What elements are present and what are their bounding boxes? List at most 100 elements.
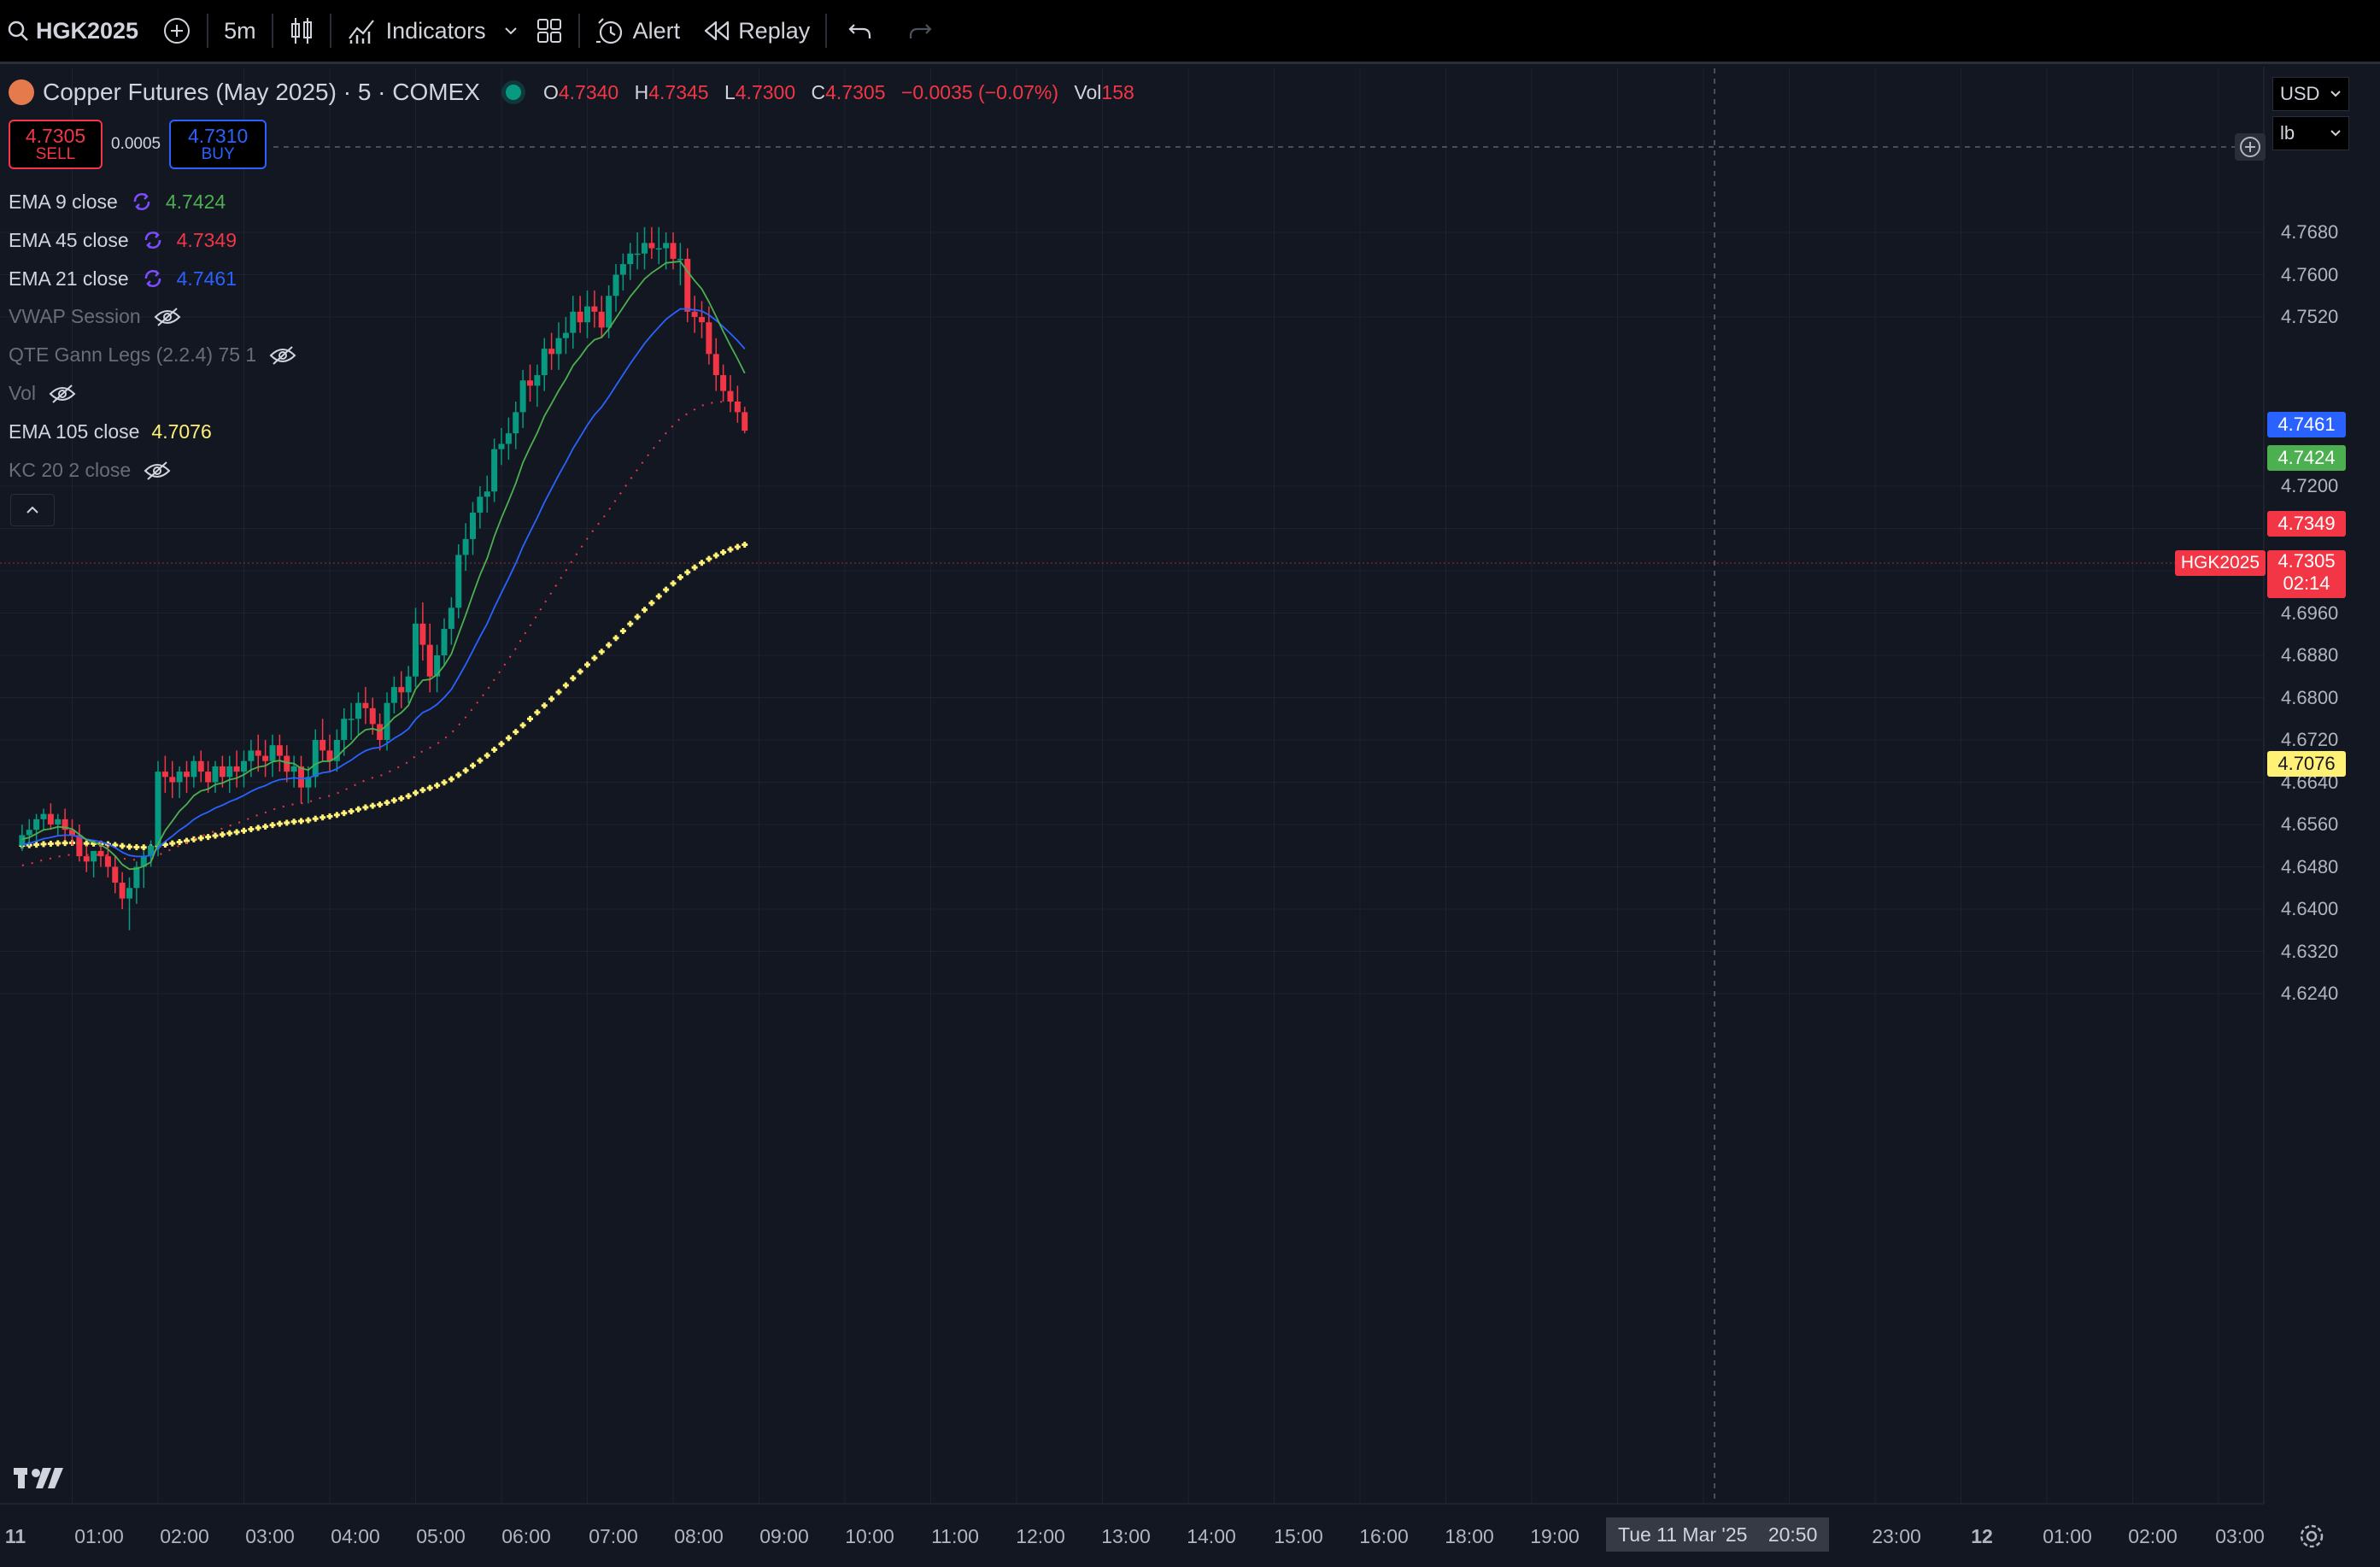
ema105-point bbox=[140, 844, 147, 851]
alert-button[interactable]: Alert bbox=[583, 0, 693, 62]
candle bbox=[727, 375, 734, 413]
indicator-name: Vol bbox=[9, 382, 36, 404]
time-tick-label: 01:00 bbox=[2043, 1525, 2092, 1547]
ema9-price-tag: 4.7424 bbox=[2267, 445, 2346, 471]
candle bbox=[40, 808, 47, 830]
replay-button[interactable]: Replay bbox=[692, 0, 822, 62]
add-circle-icon bbox=[2240, 137, 2260, 157]
indicators-button[interactable]: Indicators bbox=[335, 0, 498, 62]
ema105-point bbox=[219, 831, 226, 838]
sell-button[interactable]: 4.7305 SELL bbox=[9, 120, 103, 169]
ema105-point bbox=[226, 830, 233, 836]
ema105-point bbox=[670, 580, 677, 587]
currency-select[interactable]: USD bbox=[2272, 77, 2349, 111]
sync-icon[interactable] bbox=[141, 228, 165, 252]
candle bbox=[348, 702, 355, 740]
ema21-line bbox=[21, 308, 746, 858]
indicator-row[interactable]: KC 20 2 close bbox=[9, 459, 172, 482]
candle bbox=[591, 291, 598, 328]
collapse-legend-button[interactable] bbox=[10, 494, 55, 526]
candle bbox=[333, 729, 340, 772]
market-status-icon bbox=[505, 85, 521, 100]
candle bbox=[119, 872, 126, 909]
candle bbox=[570, 296, 577, 349]
undo-button[interactable] bbox=[830, 0, 890, 62]
sync-icon[interactable] bbox=[130, 190, 154, 214]
candle bbox=[742, 407, 748, 434]
time-tick-label: 04:00 bbox=[331, 1525, 380, 1547]
ema105-point bbox=[642, 607, 648, 613]
ema105-point bbox=[362, 804, 369, 811]
candle bbox=[655, 226, 662, 265]
candle bbox=[470, 502, 476, 555]
indicator-row[interactable]: EMA 21 close 4.7461 bbox=[9, 267, 237, 291]
indicator-templates-dropdown[interactable] bbox=[498, 0, 524, 62]
ema105-point bbox=[212, 832, 219, 839]
candle bbox=[233, 750, 240, 788]
ema9-path bbox=[21, 261, 746, 871]
candle bbox=[513, 402, 519, 449]
volume-key: Vol bbox=[1074, 80, 1102, 103]
indicator-row[interactable]: QTE Gann Legs (2.2.4) 75 1 bbox=[9, 343, 297, 367]
ema105-point bbox=[133, 844, 140, 851]
ema105-point bbox=[691, 564, 698, 571]
eye-hidden-icon[interactable] bbox=[48, 384, 77, 404]
rewind-icon bbox=[705, 21, 730, 41]
ema105-point bbox=[562, 682, 569, 689]
time-tick-label: 03:00 bbox=[2215, 1525, 2265, 1547]
ema105-point bbox=[548, 695, 555, 702]
chart-type-button[interactable] bbox=[277, 0, 326, 62]
eye-hidden-icon[interactable] bbox=[153, 307, 182, 327]
symbol-search[interactable]: HGK2025 bbox=[0, 0, 150, 62]
ema21-path bbox=[21, 308, 746, 858]
candle bbox=[706, 306, 712, 365]
candle bbox=[419, 602, 426, 661]
compare-button[interactable] bbox=[150, 0, 203, 62]
price-chart[interactable] bbox=[0, 67, 2380, 1567]
ema105-point bbox=[619, 628, 626, 635]
ema105-point bbox=[498, 741, 505, 748]
indicator-row[interactable]: Vol bbox=[9, 382, 77, 405]
buy-button[interactable]: 4.7310 BUY bbox=[169, 120, 267, 169]
ema105-point bbox=[584, 661, 590, 668]
chevron-down-icon bbox=[504, 27, 517, 35]
ema105-point bbox=[341, 810, 348, 817]
price-tick-label: 4.6800 bbox=[2281, 686, 2339, 708]
unit-select[interactable]: lb bbox=[2272, 116, 2349, 150]
sync-icon[interactable] bbox=[141, 267, 165, 291]
candle bbox=[448, 596, 454, 645]
candle bbox=[126, 877, 132, 930]
indicator-row[interactable]: EMA 9 close 4.7424 bbox=[9, 190, 226, 214]
eye-hidden-icon[interactable] bbox=[143, 461, 172, 481]
candle bbox=[426, 623, 433, 693]
ema105-line bbox=[19, 542, 748, 851]
candle bbox=[161, 755, 168, 793]
ema105-point bbox=[269, 822, 276, 829]
add-plus-button[interactable] bbox=[2235, 133, 2266, 161]
indicator-name: KC 20 2 close bbox=[9, 459, 132, 481]
candle bbox=[212, 760, 219, 793]
interval-button[interactable]: 5m bbox=[212, 0, 268, 62]
time-tick-label: 01:00 bbox=[74, 1525, 124, 1547]
time-axis[interactable] bbox=[0, 1504, 2380, 1567]
layout-button[interactable] bbox=[524, 0, 575, 62]
indicator-row[interactable]: VWAP Session bbox=[9, 305, 182, 328]
indicator-row[interactable]: EMA 105 close 4.7076 bbox=[9, 420, 212, 443]
indicators-label: Indicators bbox=[385, 17, 486, 44]
eye-hidden-icon[interactable] bbox=[268, 345, 297, 366]
redo-button[interactable] bbox=[890, 0, 950, 62]
ema105-point bbox=[505, 735, 512, 742]
time-tick-label: 11 bbox=[4, 1525, 26, 1547]
low-key: L bbox=[724, 80, 736, 103]
symbol-title[interactable]: Copper Futures (May 2025) · 5 · COMEX bbox=[43, 79, 480, 105]
settings-gear-icon[interactable] bbox=[2300, 1524, 2324, 1548]
indicator-value: 4.7349 bbox=[176, 228, 237, 251]
copper-logo-icon bbox=[9, 79, 34, 105]
price-axis[interactable] bbox=[2264, 67, 2380, 1500]
alarm-clock-icon bbox=[595, 18, 622, 44]
indicator-row[interactable]: EMA 45 close 4.7349 bbox=[9, 228, 237, 252]
candle bbox=[491, 438, 498, 502]
crosshair-time-label: Tue 11 Mar '25 20:50 bbox=[1606, 1517, 1830, 1552]
ema105-point bbox=[477, 757, 484, 764]
tradingview-logo[interactable] bbox=[14, 1468, 63, 1488]
